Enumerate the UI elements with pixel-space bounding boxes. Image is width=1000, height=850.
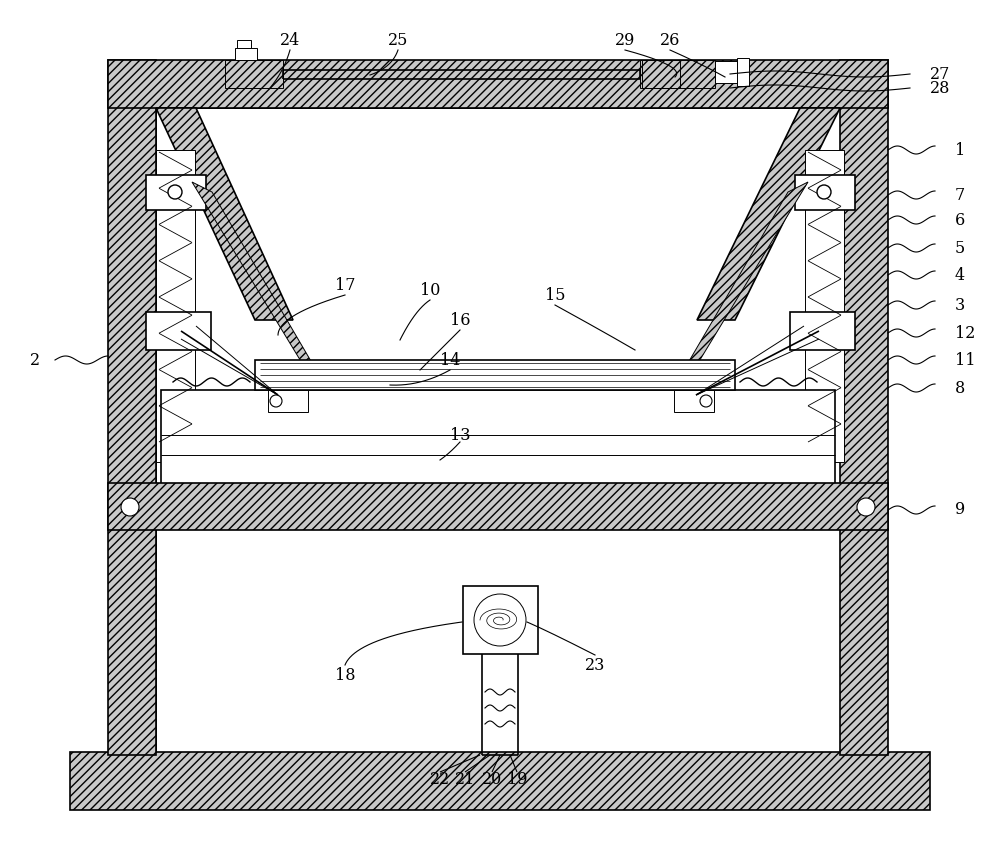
Text: 7: 7: [955, 186, 965, 203]
Bar: [715, 61, 737, 83]
Text: 24: 24: [280, 31, 300, 48]
Bar: [840, 60, 888, 755]
Polygon shape: [697, 108, 840, 320]
Bar: [70, 752, 930, 810]
Circle shape: [168, 185, 182, 199]
Circle shape: [474, 594, 526, 646]
Circle shape: [817, 185, 831, 199]
Bar: [235, 48, 257, 60]
Circle shape: [700, 395, 712, 407]
Text: 15: 15: [545, 286, 565, 303]
Bar: [108, 60, 156, 755]
Bar: [463, 586, 538, 654]
Text: 13: 13: [450, 427, 470, 444]
Text: 18: 18: [335, 666, 355, 683]
Polygon shape: [192, 182, 322, 380]
Bar: [108, 483, 888, 530]
Bar: [156, 150, 195, 462]
Text: 10: 10: [420, 281, 440, 298]
Circle shape: [121, 498, 139, 516]
Text: 28: 28: [930, 80, 950, 97]
Bar: [225, 60, 283, 88]
Text: 19: 19: [507, 772, 527, 789]
Text: 2: 2: [30, 352, 40, 369]
Bar: [255, 360, 735, 390]
Text: 16: 16: [450, 311, 470, 328]
Text: 11: 11: [955, 352, 976, 369]
Bar: [795, 175, 855, 210]
Text: 25: 25: [388, 31, 408, 48]
Text: 23: 23: [585, 656, 605, 673]
Text: 1: 1: [955, 141, 965, 158]
Bar: [156, 108, 840, 755]
Text: 6: 6: [955, 212, 965, 229]
Polygon shape: [678, 182, 808, 380]
Bar: [640, 60, 715, 88]
Circle shape: [857, 498, 875, 516]
Bar: [642, 60, 680, 88]
Text: 14: 14: [440, 352, 460, 369]
Text: 9: 9: [955, 502, 965, 518]
Bar: [268, 390, 308, 412]
Text: 29: 29: [615, 31, 635, 48]
Text: 17: 17: [335, 276, 355, 293]
Bar: [146, 312, 211, 350]
Text: 22: 22: [430, 772, 450, 789]
Polygon shape: [156, 108, 293, 320]
Text: 4: 4: [955, 267, 965, 284]
Text: 20: 20: [482, 772, 502, 789]
Text: 21: 21: [455, 772, 475, 789]
Text: 26: 26: [660, 31, 680, 48]
Bar: [146, 175, 206, 210]
Bar: [237, 40, 251, 48]
Bar: [737, 58, 749, 86]
Text: 3: 3: [955, 297, 965, 314]
Bar: [161, 390, 835, 485]
Text: 27: 27: [930, 65, 950, 82]
Text: 12: 12: [955, 325, 975, 342]
Bar: [108, 60, 888, 108]
Bar: [805, 150, 844, 462]
Bar: [674, 390, 714, 412]
Text: 8: 8: [955, 379, 965, 396]
Bar: [790, 312, 855, 350]
Circle shape: [270, 395, 282, 407]
Text: 5: 5: [955, 240, 965, 257]
